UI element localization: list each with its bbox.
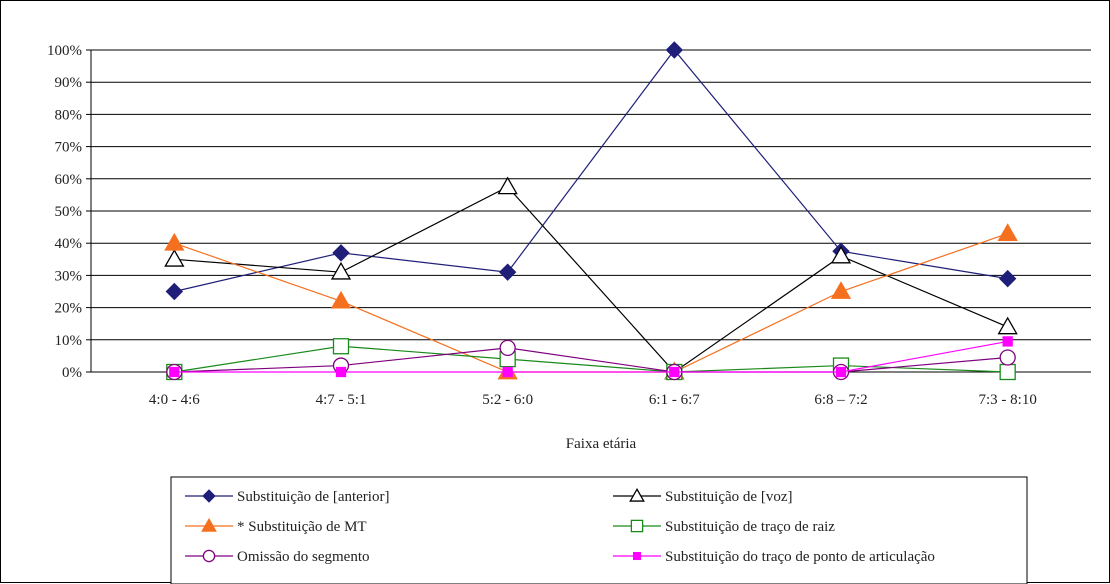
- x-tick-labels: 4:0 - 4:6 4:7 - 5:1 5:2 - 6:0 6:1 - 6:7 6:8 …: [149, 392, 1037, 408]
- data-point: [830, 245, 852, 264]
- gridlines: [86, 49, 1091, 373]
- series-line: [174, 347, 1008, 373]
- x-tick-label: 7:3 - 8:10: [978, 392, 1036, 408]
- y-tick-label: 90%: [55, 75, 83, 91]
- data-point: [998, 269, 1017, 288]
- series-group: [164, 176, 1018, 380]
- series-line: [174, 186, 1008, 373]
- series-line: [174, 232, 1008, 373]
- legend-box: [170, 476, 1028, 584]
- x-tick-label: 5:2 - 6:0: [482, 392, 533, 408]
- legend-item: Substituição de [anterior]: [185, 489, 389, 505]
- y-tick-label: 60%: [55, 172, 83, 188]
- data-point: [164, 232, 185, 251]
- legend-label: Substituição de [voz]: [665, 489, 792, 505]
- y-tick-label: 40%: [55, 236, 83, 252]
- data-point: [997, 223, 1018, 241]
- data-point: [165, 282, 184, 301]
- data-point: [997, 316, 1018, 335]
- legend-marker: [630, 519, 644, 533]
- data-point: [330, 261, 352, 280]
- data-point: [330, 290, 352, 309]
- legend-item: Substituição do traço de ponto de articu…: [613, 549, 935, 565]
- y-tick-label: 10%: [55, 333, 83, 349]
- data-point: [669, 366, 680, 378]
- x-tick-label: 4:0 - 4:6: [149, 392, 200, 408]
- x-tick-label: 4:7 - 5:1: [316, 392, 367, 408]
- x-axis-label: Faixa etária: [566, 436, 637, 452]
- data-point: [497, 176, 518, 195]
- y-tick-label: 100%: [47, 43, 82, 59]
- series-lines: [164, 41, 1018, 381]
- data-point: [999, 349, 1016, 366]
- data-point: [499, 339, 516, 357]
- legend-label: Substituição de [anterior]: [237, 489, 389, 505]
- y-tick-label: 70%: [55, 140, 83, 156]
- data-point: [835, 366, 847, 378]
- legend-label: Substituição de traço de raiz: [665, 519, 835, 535]
- series-group: [166, 338, 1016, 381]
- series-group: [166, 339, 1016, 381]
- data-point: [164, 248, 185, 267]
- data-point: [335, 366, 347, 378]
- y-tick-labels: 0% 10% 20% 30% 40% 50% 60% 70% 80% 90% 100%: [47, 43, 82, 381]
- y-tick-label: 0%: [62, 365, 82, 381]
- data-point: [999, 363, 1016, 381]
- data-point: [332, 338, 350, 355]
- data-point: [1002, 336, 1013, 347]
- legend-marker: [629, 487, 645, 502]
- y-tick-label: 30%: [55, 268, 83, 284]
- legend-marker: [632, 551, 642, 561]
- data-point: [830, 281, 852, 299]
- series-line: [174, 49, 1008, 293]
- legend-item: Omissão do segmento: [185, 549, 370, 565]
- legend-label: * Substituição de MT: [237, 519, 367, 535]
- y-tick-label: 80%: [55, 107, 83, 123]
- data-point: [498, 263, 517, 281]
- legend-item: Substituição de traço de raiz: [613, 519, 835, 535]
- legend-marker: [202, 489, 216, 503]
- data-point: [332, 244, 350, 262]
- legend: Substituição de [anterior] Substituição d…: [170, 476, 1028, 584]
- data-point: [665, 41, 684, 59]
- series-line: [174, 340, 1008, 373]
- y-tick-label: 20%: [55, 301, 83, 317]
- data-point: [169, 366, 180, 378]
- series-group: [165, 41, 1017, 301]
- x-tick-label: 6:1 - 6:7: [649, 392, 700, 408]
- legend-marker: [202, 549, 216, 563]
- legend-label: Substituição do traço de ponto de articu…: [665, 549, 935, 565]
- data-point: [502, 366, 513, 378]
- legend-label: Omissão do segmento: [237, 549, 370, 565]
- y-tick-label: 50%: [55, 204, 83, 220]
- x-tick-label: 6:8 – 7:2: [814, 392, 867, 408]
- legend-item: Substituição de [voz]: [613, 487, 792, 505]
- series-group: [164, 223, 1018, 380]
- series-group: [169, 336, 1013, 378]
- legend-marker: [201, 517, 217, 532]
- legend-item: * Substituição de MT: [185, 517, 367, 535]
